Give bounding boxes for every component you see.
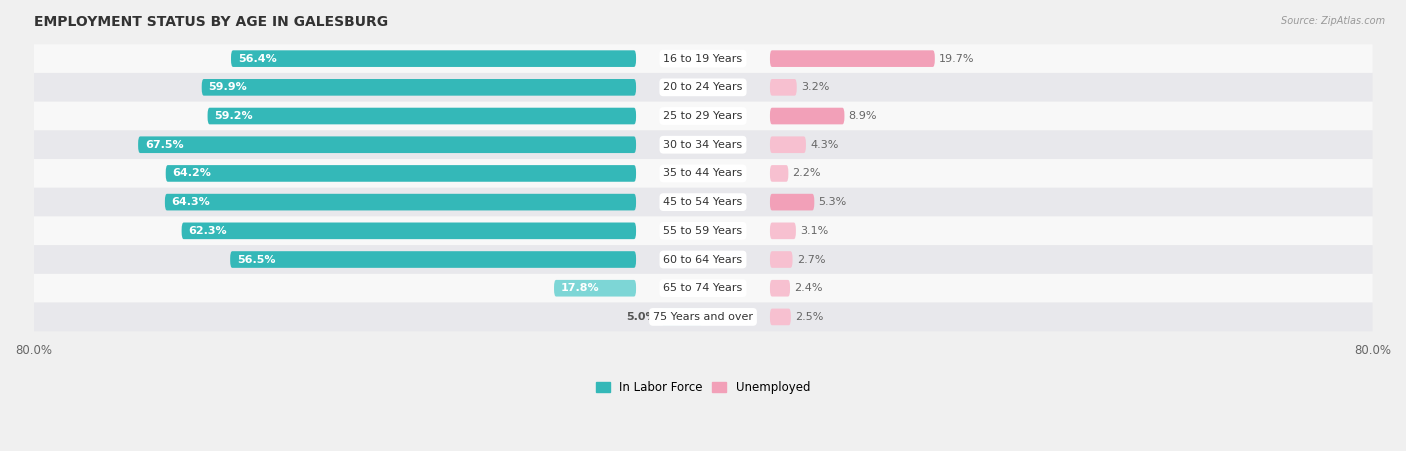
FancyBboxPatch shape	[208, 108, 636, 124]
Text: 67.5%: 67.5%	[145, 140, 183, 150]
FancyBboxPatch shape	[138, 136, 636, 153]
Text: 59.9%: 59.9%	[208, 83, 247, 92]
FancyBboxPatch shape	[34, 188, 1372, 216]
FancyBboxPatch shape	[34, 101, 1372, 130]
Text: 5.3%: 5.3%	[818, 197, 846, 207]
Text: Source: ZipAtlas.com: Source: ZipAtlas.com	[1281, 16, 1385, 26]
FancyBboxPatch shape	[770, 79, 797, 96]
Text: 56.5%: 56.5%	[236, 254, 276, 265]
FancyBboxPatch shape	[34, 73, 1372, 101]
Text: 62.3%: 62.3%	[188, 226, 226, 236]
Text: 2.4%: 2.4%	[794, 283, 823, 293]
Text: 8.9%: 8.9%	[849, 111, 877, 121]
Text: 75 Years and over: 75 Years and over	[652, 312, 754, 322]
Text: 20 to 24 Years: 20 to 24 Years	[664, 83, 742, 92]
FancyBboxPatch shape	[770, 280, 790, 297]
Text: 16 to 19 Years: 16 to 19 Years	[664, 54, 742, 64]
FancyBboxPatch shape	[231, 51, 636, 67]
Text: 2.2%: 2.2%	[793, 168, 821, 179]
FancyBboxPatch shape	[770, 108, 845, 124]
Text: 5.0%: 5.0%	[626, 312, 657, 322]
FancyBboxPatch shape	[770, 51, 935, 67]
Text: 64.3%: 64.3%	[172, 197, 211, 207]
FancyBboxPatch shape	[231, 251, 636, 268]
Text: EMPLOYMENT STATUS BY AGE IN GALESBURG: EMPLOYMENT STATUS BY AGE IN GALESBURG	[34, 15, 388, 29]
FancyBboxPatch shape	[181, 222, 636, 239]
Text: 56.4%: 56.4%	[238, 54, 277, 64]
FancyBboxPatch shape	[770, 251, 793, 268]
FancyBboxPatch shape	[34, 130, 1372, 159]
FancyBboxPatch shape	[770, 165, 789, 182]
Text: 60 to 64 Years: 60 to 64 Years	[664, 254, 742, 265]
Text: 2.5%: 2.5%	[794, 312, 824, 322]
FancyBboxPatch shape	[770, 194, 814, 211]
Text: 30 to 34 Years: 30 to 34 Years	[664, 140, 742, 150]
FancyBboxPatch shape	[770, 222, 796, 239]
Text: 25 to 29 Years: 25 to 29 Years	[664, 111, 742, 121]
Text: 45 to 54 Years: 45 to 54 Years	[664, 197, 742, 207]
FancyBboxPatch shape	[34, 159, 1372, 188]
FancyBboxPatch shape	[165, 194, 636, 211]
FancyBboxPatch shape	[34, 216, 1372, 245]
FancyBboxPatch shape	[554, 280, 636, 297]
FancyBboxPatch shape	[166, 165, 636, 182]
Text: 17.8%: 17.8%	[561, 283, 599, 293]
Text: 19.7%: 19.7%	[939, 54, 974, 64]
Text: 4.3%: 4.3%	[810, 140, 838, 150]
Text: 59.2%: 59.2%	[214, 111, 253, 121]
FancyBboxPatch shape	[661, 308, 703, 325]
Text: 65 to 74 Years: 65 to 74 Years	[664, 283, 742, 293]
Text: 35 to 44 Years: 35 to 44 Years	[664, 168, 742, 179]
FancyBboxPatch shape	[34, 245, 1372, 274]
FancyBboxPatch shape	[201, 79, 636, 96]
Legend: In Labor Force, Unemployed: In Labor Force, Unemployed	[591, 377, 815, 399]
Text: 64.2%: 64.2%	[173, 168, 211, 179]
Text: 3.1%: 3.1%	[800, 226, 828, 236]
Text: 55 to 59 Years: 55 to 59 Years	[664, 226, 742, 236]
FancyBboxPatch shape	[770, 308, 790, 325]
FancyBboxPatch shape	[770, 136, 806, 153]
Text: 3.2%: 3.2%	[801, 83, 830, 92]
FancyBboxPatch shape	[34, 44, 1372, 73]
FancyBboxPatch shape	[34, 274, 1372, 303]
Text: 2.7%: 2.7%	[797, 254, 825, 265]
FancyBboxPatch shape	[34, 303, 1372, 331]
